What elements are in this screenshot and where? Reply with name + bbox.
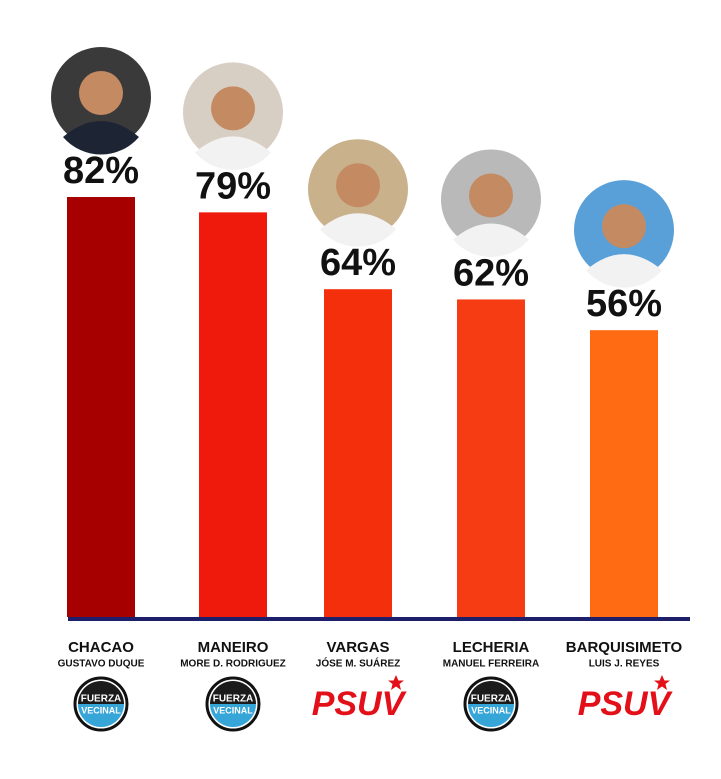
- candidate-name: MANUEL FERREIRA: [443, 659, 539, 670]
- bar: [457, 299, 525, 617]
- party-logo-text: VECINAL: [81, 705, 121, 715]
- logo-bottom: [468, 704, 514, 727]
- photo-body: [586, 254, 662, 288]
- photo-body: [320, 213, 396, 247]
- party-logo-text: FUERZA: [471, 694, 512, 705]
- bar: [67, 197, 135, 617]
- logo-top: [78, 681, 124, 704]
- photo-face: [469, 173, 513, 218]
- candidate-name: GUSTAVO DUQUE: [58, 659, 145, 670]
- photo-body: [63, 121, 139, 155]
- bar: [590, 330, 658, 617]
- party-star: [388, 675, 404, 690]
- category-label: BARQUISIMETO: [566, 639, 683, 656]
- value-label: 79%: [195, 165, 271, 207]
- photo-body: [453, 223, 529, 257]
- party-logo-text: PSUV: [312, 685, 408, 723]
- photo-face: [211, 86, 255, 131]
- value-label: 82%: [63, 150, 139, 192]
- party-logo-text: PSUV: [578, 685, 674, 723]
- photo-body: [195, 136, 271, 170]
- candidate-name: JÓSE M. SUÁREZ: [316, 657, 400, 670]
- photo-face: [602, 204, 646, 249]
- candidate-name: MORE D. RODRIGUEZ: [180, 659, 286, 670]
- logo-bottom: [78, 704, 124, 727]
- category-label: CHACAO: [68, 639, 134, 656]
- party-logo-text: FUERZA: [213, 694, 254, 705]
- bar: [199, 212, 267, 618]
- value-label: 56%: [586, 283, 662, 325]
- value-label: 62%: [453, 252, 529, 294]
- category-label: LECHERIA: [453, 639, 530, 656]
- photo-face: [336, 163, 380, 208]
- party-logo-text: VECINAL: [471, 705, 511, 715]
- logo-top: [210, 681, 256, 704]
- logo-bottom: [210, 704, 256, 727]
- value-label: 64%: [320, 242, 396, 284]
- category-label: MANEIRO: [198, 639, 269, 656]
- party-logo-text: VECINAL: [213, 705, 253, 715]
- logo-top: [468, 681, 514, 704]
- party-logo-text: FUERZA: [81, 694, 122, 705]
- bar: [324, 289, 392, 617]
- category-label: VARGAS: [326, 639, 389, 656]
- photo-face: [79, 71, 123, 115]
- candidate-name: LUIS J. REYES: [589, 659, 660, 670]
- party-star: [654, 675, 670, 690]
